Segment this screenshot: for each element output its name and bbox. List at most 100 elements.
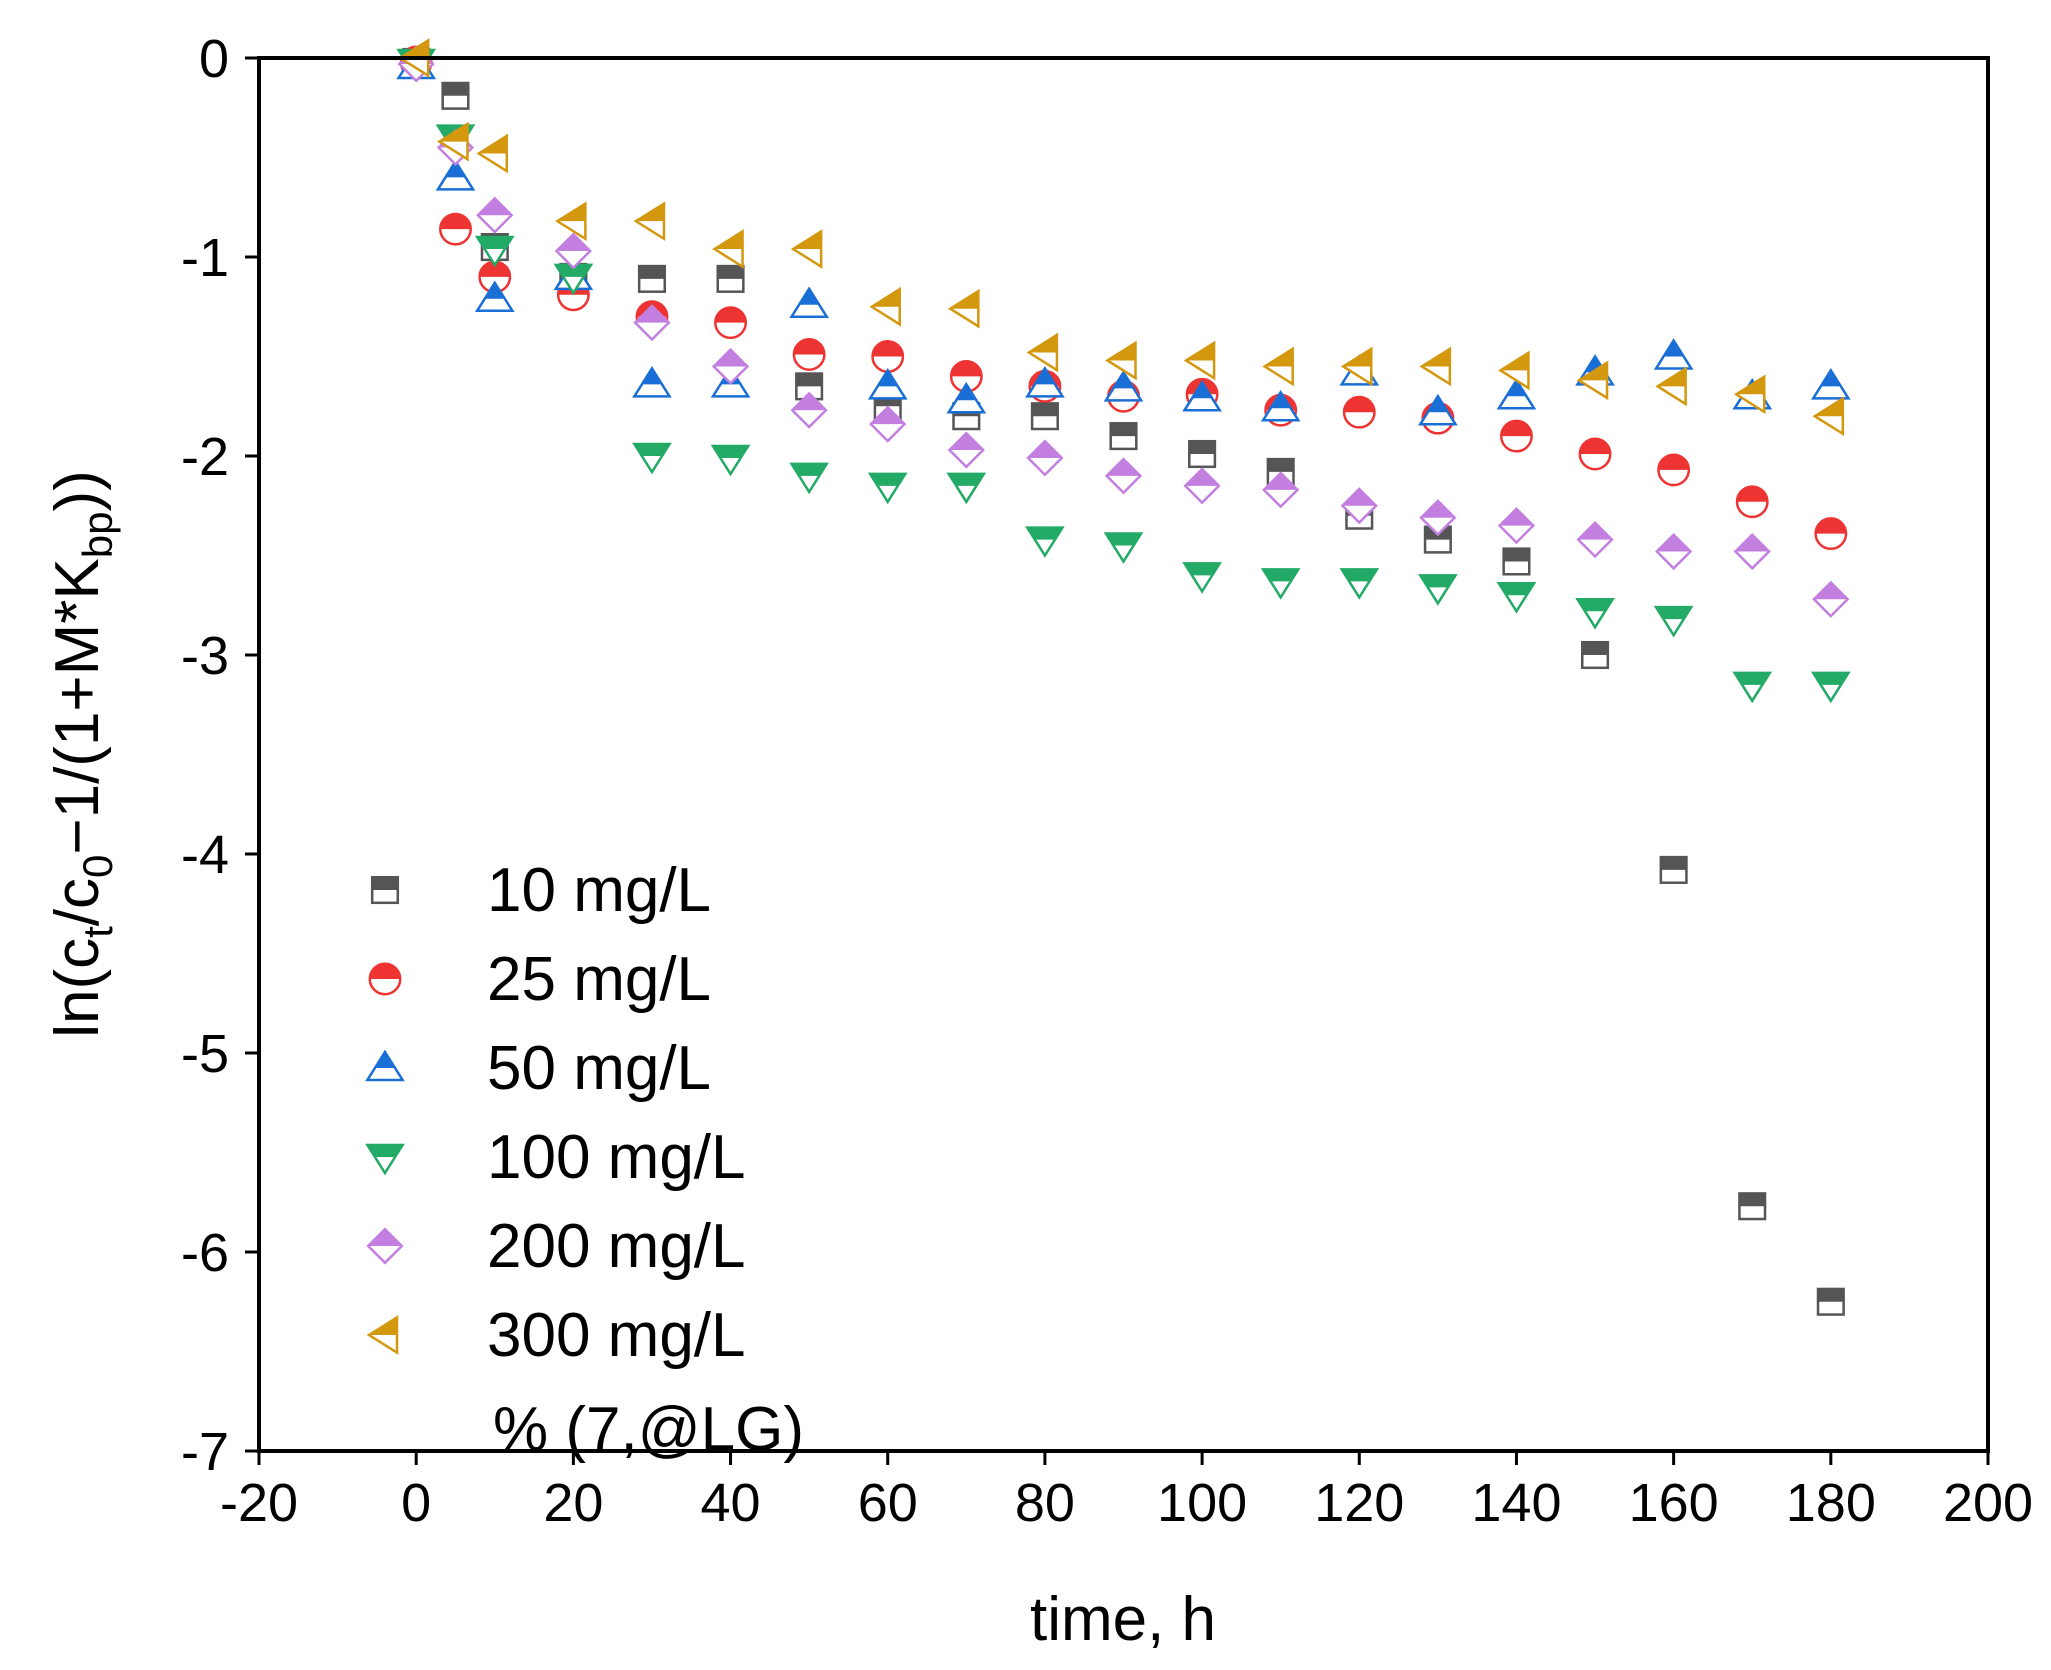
data-point	[1578, 437, 1612, 471]
data-point	[439, 212, 472, 246]
data-point	[1423, 525, 1452, 554]
data-point	[1183, 340, 1216, 381]
y-axis-title-part: /c	[43, 878, 112, 926]
data-point	[1810, 671, 1851, 704]
data-point	[1418, 574, 1458, 606]
data-point	[869, 286, 901, 327]
data-point	[1733, 532, 1771, 571]
data-point	[637, 264, 667, 293]
legend-label: 25 mg/L	[487, 945, 711, 1014]
data-point	[632, 366, 672, 398]
x-tick-label: 60	[858, 1473, 918, 1533]
x-tick-label: 140	[1471, 1473, 1561, 1533]
legend-marker	[365, 1049, 405, 1082]
legend-marker	[368, 962, 402, 996]
data-point	[1339, 568, 1380, 600]
data-point	[1105, 340, 1137, 381]
legend-marker	[370, 875, 400, 905]
data-point	[949, 359, 983, 393]
y-tick-label: -3	[181, 626, 229, 686]
x-tick-label: 120	[1314, 1473, 1404, 1533]
data-point	[1025, 366, 1065, 398]
legend-label: 50 mg/L	[487, 1034, 711, 1103]
data-point	[1576, 360, 1609, 401]
legend-marker	[366, 1315, 399, 1355]
data-point	[946, 381, 987, 414]
data-point	[555, 201, 587, 242]
data-point	[1340, 346, 1373, 387]
legend-label: 10 mg/L	[487, 856, 711, 925]
data-point	[1735, 485, 1769, 519]
data-point	[1653, 338, 1694, 370]
data-point	[1188, 439, 1217, 469]
x-tick-label: -20	[220, 1473, 298, 1533]
data-point	[1733, 374, 1766, 415]
data-point	[1109, 422, 1138, 451]
y-axis-ticks: 0 -1 -2 -3 -4 -5 -6 -7	[181, 29, 259, 1482]
y-axis-title-part: ))	[43, 470, 112, 511]
data-point	[792, 338, 826, 371]
data-point	[1030, 402, 1059, 431]
x-tick-label: 80	[1015, 1473, 1075, 1533]
series-200-mg-L	[397, 45, 1850, 618]
x-tick-label: 160	[1629, 1473, 1719, 1533]
data-point	[1103, 369, 1144, 402]
y-axis-title: ln(ct/c0−1/(1+M*Kbp))	[43, 470, 121, 1038]
data-point	[947, 431, 985, 469]
y-axis-title-sub-0: 0	[74, 855, 121, 878]
y-tick-label: -1	[181, 228, 229, 288]
data-point	[869, 405, 907, 443]
y-axis-title-part: ln(c	[43, 938, 112, 1038]
data-point	[714, 306, 747, 340]
data-point	[710, 444, 751, 477]
x-axis-ticks: -20 0 20 40 60 80 100 120 140 160 180 200	[220, 1451, 2033, 1533]
data-point	[1738, 1192, 1767, 1221]
y-tick-label: 0	[199, 29, 229, 89]
data-point	[1576, 521, 1614, 559]
data-point	[1419, 346, 1452, 387]
data-point	[711, 347, 750, 386]
data-point	[441, 81, 470, 110]
data-point	[1655, 366, 1687, 407]
data-point	[633, 201, 666, 242]
y-axis-title-sub-t: t	[74, 926, 121, 938]
data-point	[789, 462, 829, 495]
data-point	[1183, 467, 1221, 505]
data-point	[1732, 671, 1773, 704]
legend-marker	[365, 1143, 405, 1176]
data-point	[1812, 396, 1845, 437]
x-tick-label: 20	[543, 1473, 603, 1533]
data-point	[1260, 568, 1301, 600]
data-point	[1182, 379, 1222, 412]
legend: 10 mg/L 25 mg/L 50 mg/L 100 mg/L 200 mg/L 300…	[365, 856, 746, 1370]
data-point	[1496, 582, 1537, 614]
y-tick-label: -4	[181, 825, 229, 885]
series-300-mg-L	[397, 38, 1845, 437]
data-point	[947, 288, 980, 329]
data-point	[1103, 532, 1144, 564]
data-point	[1262, 346, 1294, 387]
data-point	[632, 442, 672, 475]
data-point	[437, 121, 469, 162]
data-point	[946, 472, 987, 505]
data-point	[1026, 439, 1064, 477]
data-point	[1657, 453, 1691, 487]
data-point	[1262, 471, 1300, 509]
data-point	[871, 340, 905, 373]
data-point	[1026, 332, 1059, 373]
data-point	[790, 229, 823, 269]
data-point	[1419, 499, 1457, 537]
data-point	[633, 304, 671, 342]
data-point	[716, 264, 745, 293]
data-point	[1340, 487, 1378, 525]
data-point	[789, 286, 829, 319]
plot-frame	[257, 56, 1990, 1453]
x-axis-title: time, h	[1030, 1585, 1216, 1654]
data-point	[1659, 855, 1688, 884]
data-point	[1342, 395, 1376, 429]
data-point	[1580, 640, 1610, 670]
y-tick-label: -2	[181, 427, 229, 487]
y-axis-title-sub-bp: bp	[74, 512, 121, 559]
x-tick-label: 40	[701, 1473, 761, 1533]
